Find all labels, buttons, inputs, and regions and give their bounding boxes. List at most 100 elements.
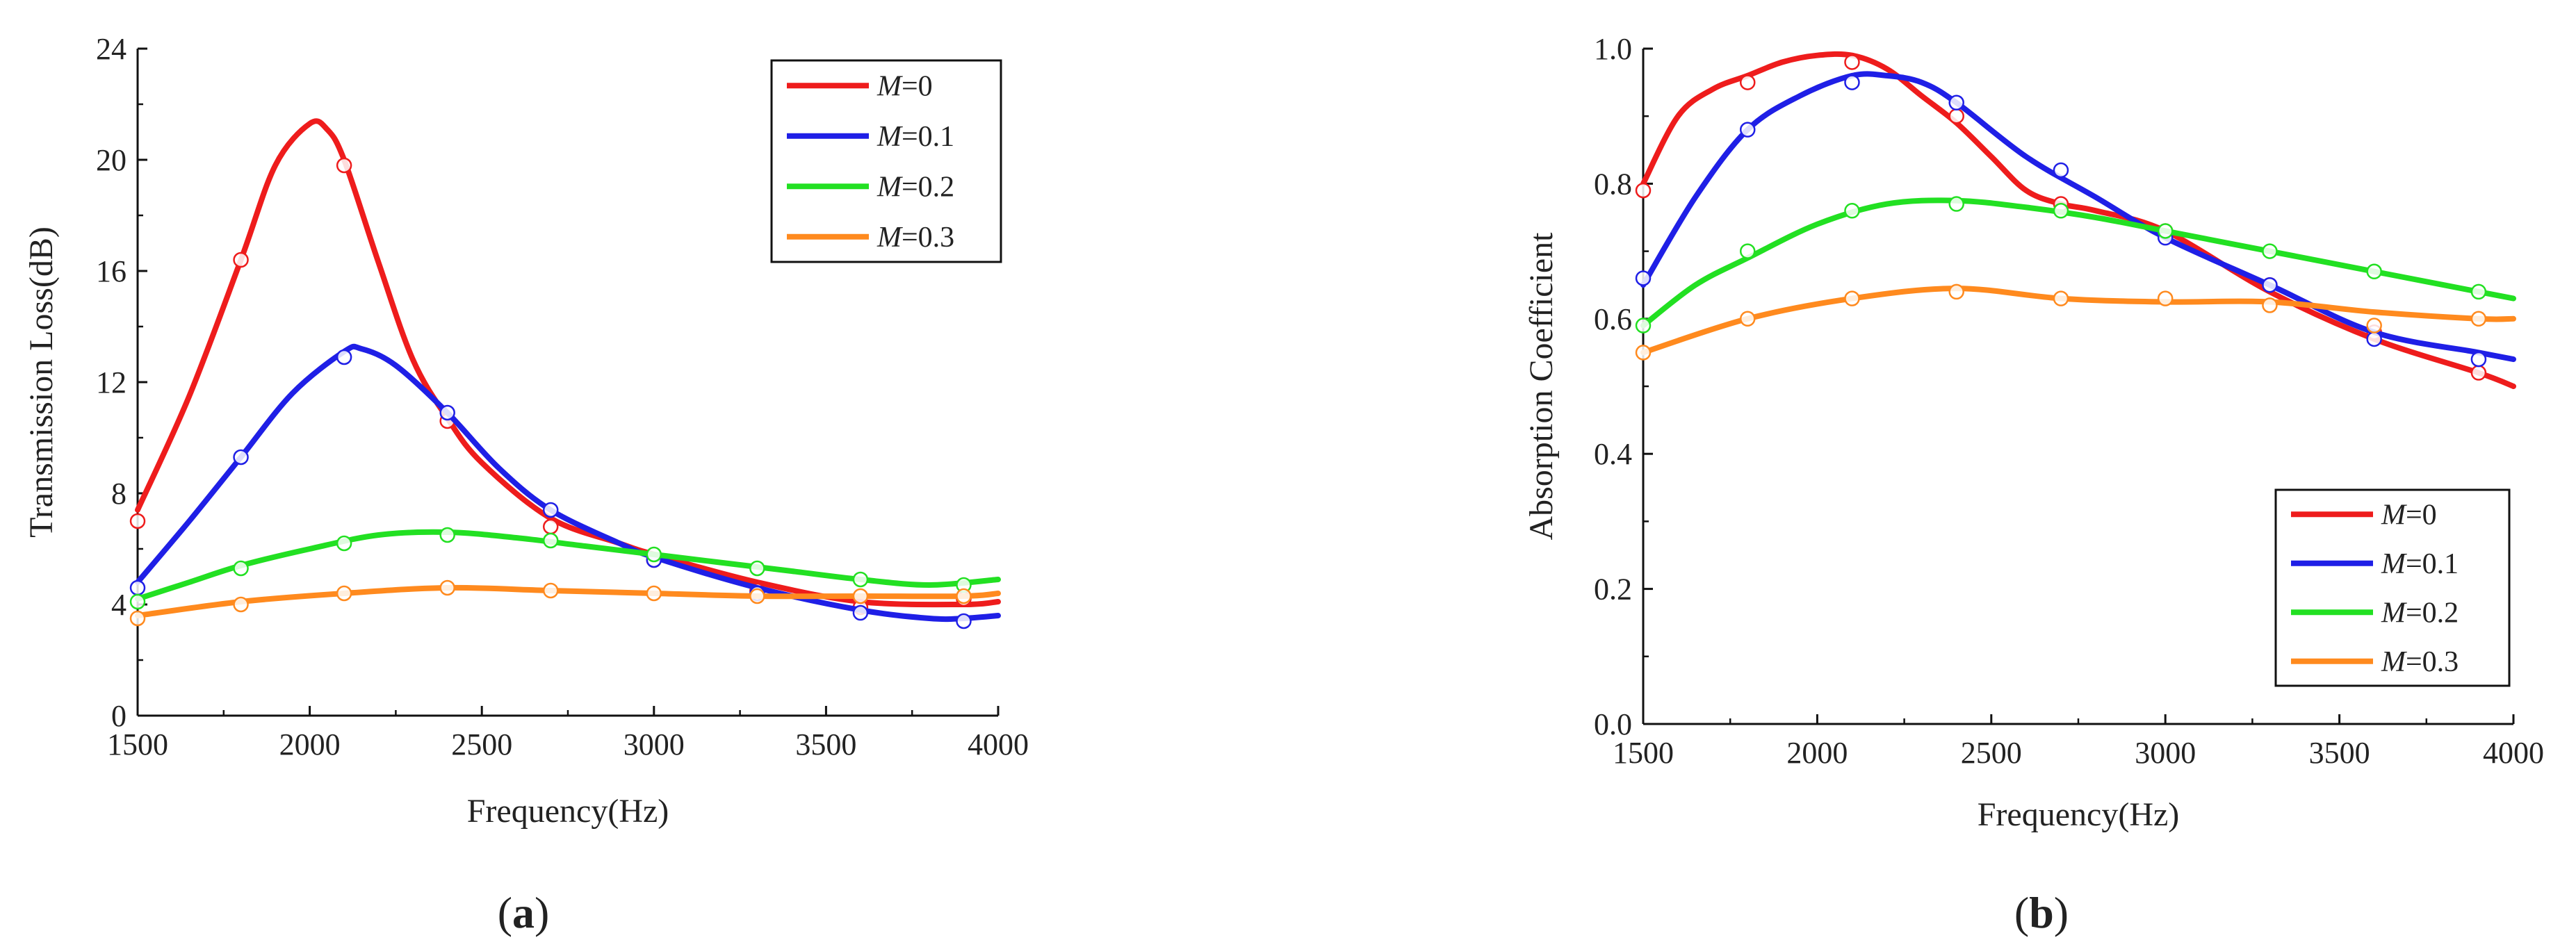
data-point [542,518,559,535]
legend-label: M=0.3 [877,222,954,254]
data-point [2053,290,2069,306]
y-tick-label: 20 [96,143,127,177]
y-tick-label: 1.0 [1594,32,1632,66]
x-tick-label: 2000 [1786,736,1848,770]
data-point [1635,345,1652,361]
legend-label-value: =0.3 [2406,646,2459,678]
x-axis-title: Frequency(Hz) [1978,796,2180,833]
legend-label-value: =0.1 [2406,548,2459,580]
x-tick-label: 2000 [279,727,341,761]
x-tick-label: 3000 [623,727,685,761]
y-tick-label: 0.0 [1594,707,1632,741]
data-point [233,596,249,613]
panel-label-close: ) [535,888,549,937]
data-point [336,157,352,174]
data-point [646,585,662,602]
data-point [542,502,559,518]
legend-label: M=0.2 [2381,597,2459,629]
panel-label: (b) [2014,888,2069,937]
x-tick-label: 4000 [968,727,1029,761]
data-point [1948,196,1964,212]
legend-label: M=0.1 [877,121,954,153]
data-point [1739,243,1756,259]
legend-label-value: =0.2 [902,171,954,203]
data-point [2470,311,2487,327]
data-point [2366,318,2382,333]
x-tick-label: 3500 [2309,736,2370,770]
series-m-0-2 [1635,196,2516,333]
data-point [129,513,146,529]
legend-label: M=0.1 [2381,548,2459,580]
x-tick-label: 4000 [2483,736,2544,770]
data-point [129,593,146,610]
data-point [1844,290,1860,306]
x-tick-label: 3000 [2135,736,2196,770]
data-point [956,613,972,629]
y-tick-label: 16 [96,254,127,288]
panel-label-open: ( [498,888,512,937]
data-point [1948,283,1964,300]
legend-label-var: M [877,121,903,153]
data-point [233,252,249,268]
data-point [646,546,662,563]
data-point [2157,290,2174,306]
data-point [129,579,146,596]
panel-label-close: ) [2054,888,2069,937]
data-point [1635,270,1652,286]
panel-a-transmission-loss: 1500 2000 2500 3000 3500 4000 0 4 8 12 16 20 24 Frequ… [23,32,1029,937]
x-axis-title: Frequency(Hz) [467,793,669,830]
data-point [336,585,352,602]
data-point [852,588,869,604]
legend-label: M=0.3 [2381,646,2459,678]
data-point [2157,223,2174,239]
legend-label-value: =0.3 [902,222,954,254]
data-point [2470,351,2487,368]
data-point [1844,203,1860,219]
data-point [852,604,869,621]
data-point [1844,54,1860,70]
data-point [2053,162,2069,179]
panel-label-letter: a [512,888,535,937]
y-axis-title: Transmission Loss(dB) [23,227,60,538]
legend-label-value: =0.2 [2406,597,2459,629]
data-point [439,527,455,543]
legend-label-value: =0 [902,70,933,102]
series-line [135,584,1001,618]
data-point [2366,263,2382,280]
legend-label: M=0 [877,70,933,102]
legend-box [2274,488,2511,687]
legend-label-var: M [2381,499,2407,531]
series-line [135,118,1001,608]
series-m-0-3 [1635,283,2516,361]
data-point [1739,311,1756,327]
legend-label-value: =0.1 [902,121,954,153]
data-point [749,588,765,604]
legend: M=0M=0.1M=0.2M=0.3 [2274,488,2511,687]
data-point [749,560,765,577]
data-point [1635,318,1652,333]
legend: M=0M=0.1M=0.2M=0.3 [770,59,1002,263]
y-tick-label: 24 [96,32,127,66]
series-line [1640,286,2516,356]
series-m-0-1 [129,343,1001,629]
data-point [439,579,455,596]
data-point [2470,283,2487,300]
data-point [233,449,249,466]
y-tick-label: 0.2 [1594,573,1632,607]
data-point [1948,94,1964,111]
data-point [2053,203,2069,219]
legend-label-var: M [2381,548,2407,580]
y-tick-label: 0.6 [1594,302,1632,336]
series-m-0-3 [129,579,1001,627]
data-point [336,535,352,552]
series-m-0-1 [1635,71,2516,368]
legend-label-var: M [877,222,903,254]
legend-label: M=0.2 [877,171,954,203]
x-tick-label: 1500 [1613,736,1674,770]
data-point [542,582,559,599]
y-tick-label: 4 [111,588,127,622]
data-point [336,349,352,365]
legend-label: M=0 [2381,499,2437,531]
